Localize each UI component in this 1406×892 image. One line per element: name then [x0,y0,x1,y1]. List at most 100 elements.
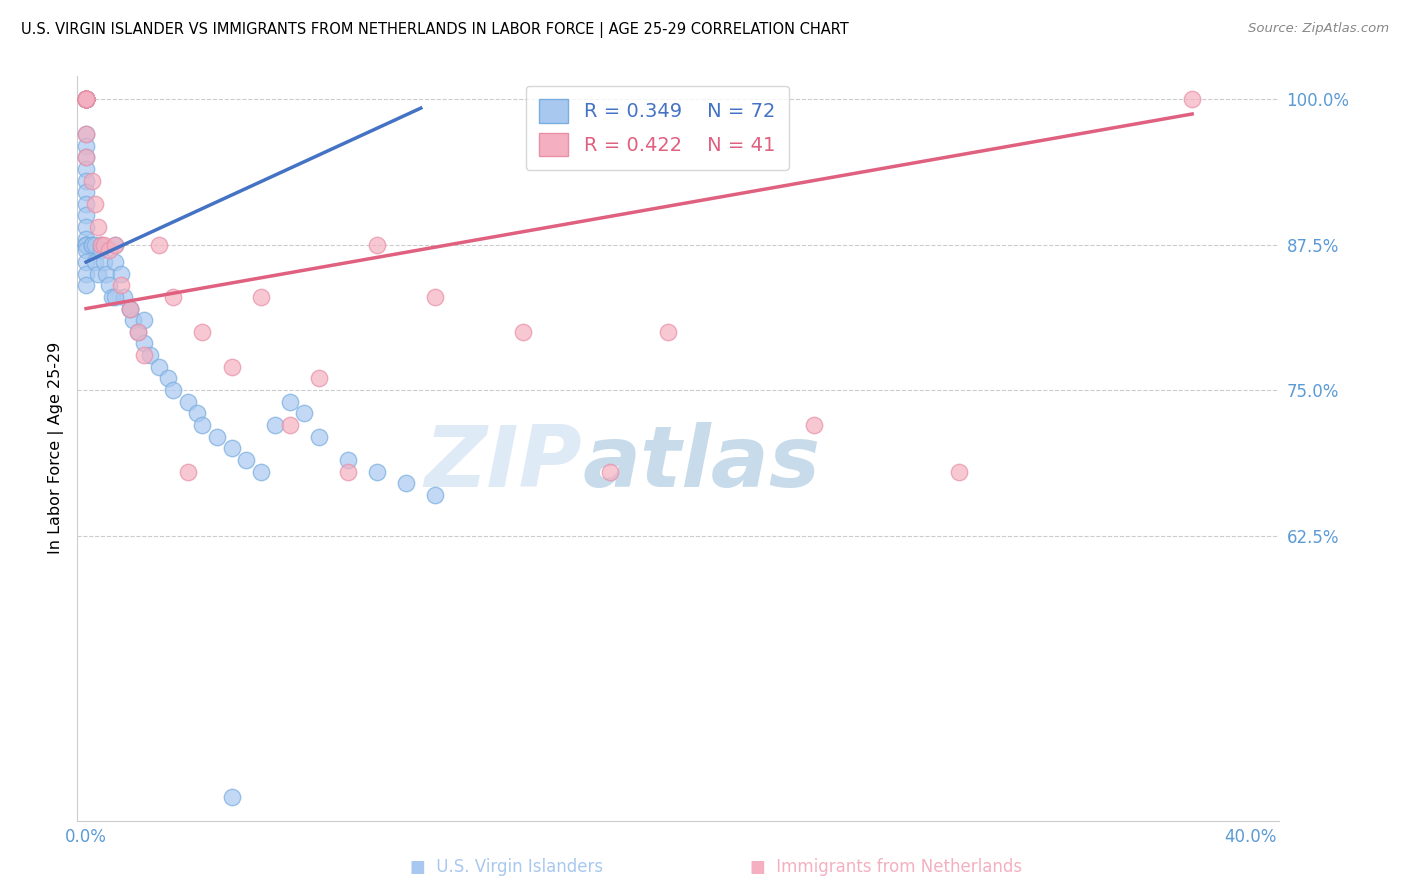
Point [657,325,679,339]
Point [148,237,170,252]
Point [80,173,103,187]
Point [75,92,97,106]
Point [337,453,360,467]
Point [221,790,243,805]
Point [366,237,388,252]
Point [292,406,315,420]
Point [93,255,115,269]
Point [75,232,97,246]
Point [90,244,112,258]
Point [803,417,825,432]
Point [75,255,97,269]
Point [308,429,330,443]
Point [75,92,97,106]
Text: atlas: atlas [582,422,820,505]
Point [83,255,105,269]
Point [278,417,301,432]
Point [191,325,214,339]
Point [75,92,97,106]
Point [80,237,103,252]
Point [101,290,124,304]
Point [75,92,97,106]
Point [337,465,360,479]
Point [134,313,156,327]
Point [134,336,156,351]
Point [162,290,184,304]
Point [249,465,271,479]
Point [75,138,97,153]
Point [395,476,418,491]
Point [80,237,103,252]
Text: ■  Immigrants from Netherlands: ■ Immigrants from Netherlands [749,858,1022,876]
Point [98,278,121,293]
Point [75,92,97,106]
Point [249,290,271,304]
Point [104,290,127,304]
Point [75,92,97,106]
Point [75,237,97,252]
Point [75,92,97,106]
Text: ZIP: ZIP [425,422,582,505]
Point [948,465,970,479]
Point [121,313,143,327]
Point [75,92,97,106]
Point [75,161,97,176]
Point [75,237,97,252]
Point [75,127,97,141]
Point [104,237,127,252]
Y-axis label: In Labor Force | Age 25-29: In Labor Force | Age 25-29 [48,343,65,554]
Point [512,325,534,339]
Point [366,465,388,479]
Point [278,394,301,409]
Point [118,301,141,316]
Point [86,220,108,235]
Point [186,406,208,420]
Point [162,383,184,397]
Point [104,255,127,269]
Point [264,417,287,432]
Point [134,348,156,362]
Point [75,197,97,211]
Point [75,92,97,106]
Point [191,417,214,432]
Point [75,92,97,106]
Point [75,127,97,141]
Text: ■  U.S. Virgin Islanders: ■ U.S. Virgin Islanders [409,858,603,876]
Point [118,301,141,316]
Point [221,442,243,455]
Point [75,92,97,106]
Point [1181,92,1204,106]
Point [75,92,97,106]
Point [75,92,97,106]
Point [425,290,447,304]
Point [75,209,97,223]
Point [75,92,97,106]
Point [425,488,447,502]
Point [221,359,243,374]
Point [308,371,330,385]
Point [90,237,112,252]
Point [75,237,97,252]
Point [83,237,105,252]
Point [90,237,112,252]
Point [205,429,228,443]
Point [75,220,97,235]
Point [75,185,97,199]
Point [75,92,97,106]
Point [75,92,97,106]
Point [139,348,162,362]
Text: Source: ZipAtlas.com: Source: ZipAtlas.com [1249,22,1389,36]
Point [75,244,97,258]
Point [127,325,149,339]
Point [98,244,121,258]
Point [75,92,97,106]
Point [110,278,132,293]
Point [177,394,200,409]
Point [75,92,97,106]
Point [235,453,257,467]
Point [599,465,621,479]
Point [75,150,97,164]
Point [75,173,97,187]
Point [83,197,105,211]
Point [75,92,97,106]
